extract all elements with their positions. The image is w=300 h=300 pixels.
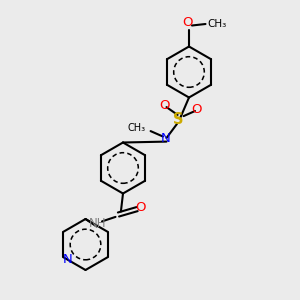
Text: S: S bbox=[173, 112, 184, 128]
Text: CH₃: CH₃ bbox=[128, 123, 146, 133]
Text: N: N bbox=[63, 253, 73, 266]
Text: O: O bbox=[191, 103, 202, 116]
Text: NH: NH bbox=[89, 217, 106, 230]
Text: N: N bbox=[161, 131, 171, 145]
Text: O: O bbox=[160, 99, 170, 112]
Text: O: O bbox=[136, 201, 146, 214]
Text: CH₃: CH₃ bbox=[207, 19, 226, 29]
Text: O: O bbox=[182, 16, 193, 29]
